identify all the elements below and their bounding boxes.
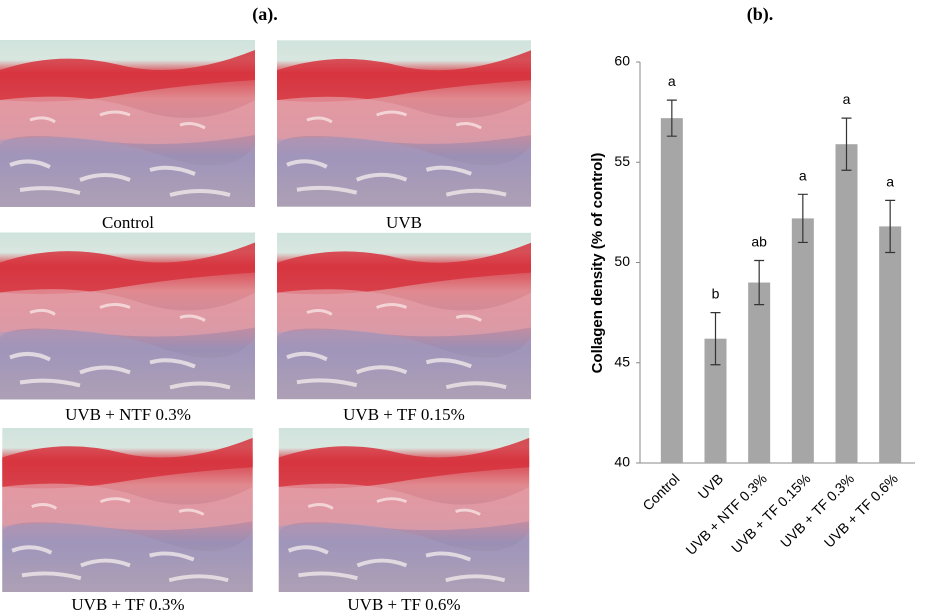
bar <box>704 338 727 463</box>
error-bar <box>841 117 852 171</box>
y-tick-label: 40 <box>614 454 630 470</box>
x-tick-label: Control <box>639 470 682 513</box>
y-tick-label: 45 <box>614 353 630 369</box>
x-tick-label: UVB <box>695 470 727 502</box>
y-tick-label: 50 <box>614 253 630 269</box>
bar <box>791 218 814 463</box>
error-bar <box>754 259 765 306</box>
error-bar <box>710 312 721 366</box>
micrograph <box>277 40 531 207</box>
y-tick-label: 55 <box>614 153 630 169</box>
caption: UVB + TF 0.15% <box>343 405 465 424</box>
bar <box>748 282 771 463</box>
histology-grid: Control UVB UVB + NTF 0.3% UVB + TF 0.15… <box>0 40 531 614</box>
caption: UVB + TF 0.6% <box>347 595 460 614</box>
error-bar <box>797 193 808 244</box>
micrograph <box>0 428 255 592</box>
caption: UVB + TF 0.3% <box>71 595 184 614</box>
significance-label: a <box>843 91 851 107</box>
micrograph <box>277 233 531 399</box>
caption: UVB <box>386 213 422 232</box>
bar <box>835 144 858 463</box>
y-axis-title: Collagen density (% of control) <box>589 153 606 374</box>
significance-label: a <box>799 167 807 183</box>
caption: UVB + NTF 0.3% <box>65 405 191 424</box>
micrograph <box>0 40 255 207</box>
significance-label: a <box>886 173 894 189</box>
significance-label: b <box>712 286 720 302</box>
bar <box>660 118 683 463</box>
chart-title: (b). <box>747 4 774 25</box>
chart: (b). Collagen density (% of control) 40 4… <box>589 4 915 558</box>
bar <box>879 226 902 463</box>
error-bar <box>885 199 896 254</box>
micrograph <box>0 233 255 400</box>
error-bar <box>666 99 677 137</box>
x-tick-label: UVB + NTF 0.3% <box>682 470 770 558</box>
x-tick-label: UVB + TF 0.15% <box>728 470 814 556</box>
caption: Control <box>102 213 154 232</box>
significance-label: ab <box>751 233 767 249</box>
significance-label: a <box>668 73 676 89</box>
panel-label: (a). <box>252 4 278 25</box>
micrograph <box>277 428 531 592</box>
y-tick-label: 60 <box>614 53 630 69</box>
